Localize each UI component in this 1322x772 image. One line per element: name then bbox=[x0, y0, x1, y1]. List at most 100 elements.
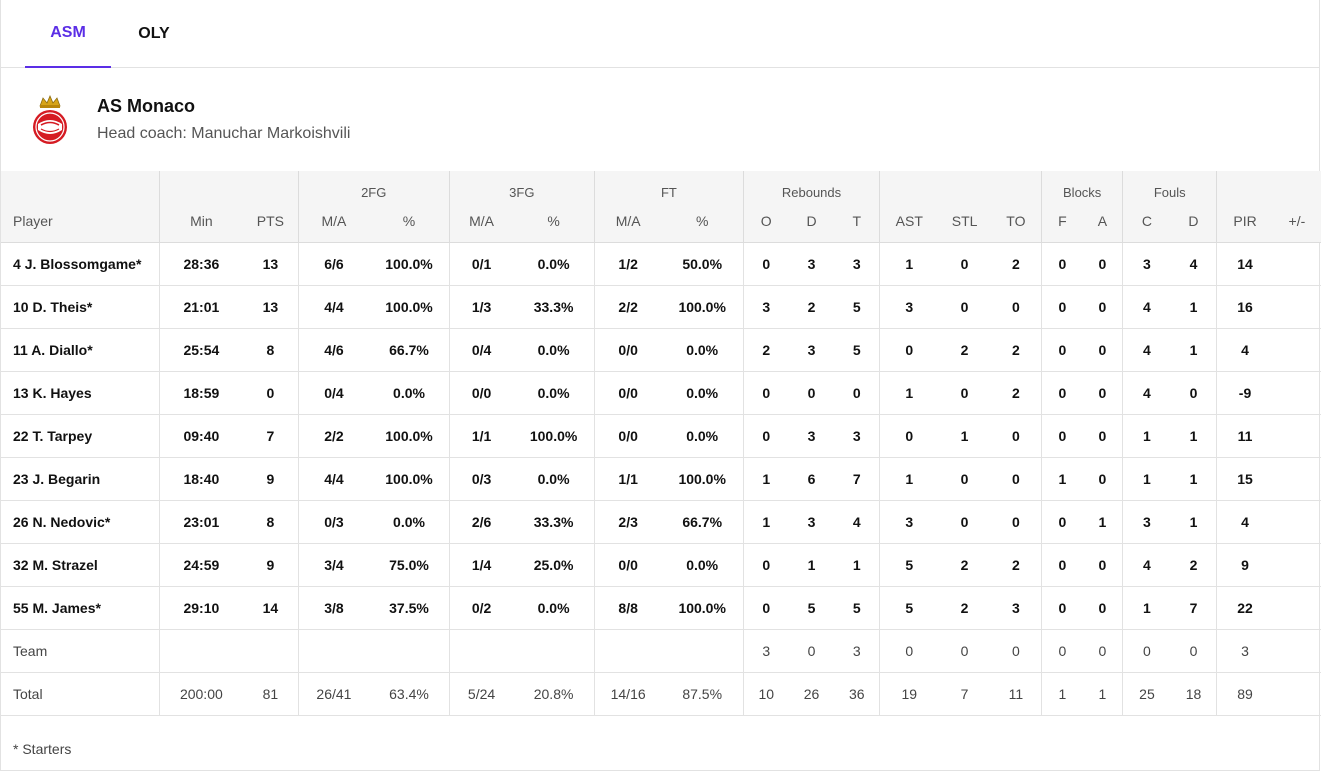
cell-2fg-ma: 6/6 bbox=[297, 242, 370, 285]
cell-reb-o: 0 bbox=[742, 414, 789, 457]
cell-ft-pct: 0.0% bbox=[686, 384, 719, 401]
cell-min: 25:54 bbox=[158, 328, 244, 371]
player-row[interactable]: 10 D. Theis* 21:01 13 4/4 100.0% 1/3 33.3% 2/2 1… bbox=[1, 285, 1321, 328]
col-3fg-pct[interactable]: % bbox=[547, 212, 560, 229]
cell-stl: 2 bbox=[960, 341, 969, 358]
team-tabs: ASM OLY bbox=[1, 0, 1319, 68]
cell-2fg-pct: 66.7% bbox=[389, 341, 429, 358]
cell-reb-o: 0 bbox=[742, 586, 789, 629]
player-row[interactable]: 22 T. Tarpey 09:40 7 2/2 100.0% 1/1 100.0% 0/0 0… bbox=[1, 414, 1321, 457]
cell-reb-d: 5 bbox=[807, 599, 816, 616]
col-min[interactable]: Min bbox=[158, 200, 244, 242]
cell-plus-minus bbox=[1273, 543, 1321, 586]
player-row[interactable]: 4 J. Blossomgame* 28:36 13 6/6 100.0% 0/1 0.0%… bbox=[1, 242, 1321, 285]
player-row[interactable]: 11 A. Diallo* 25:54 8 4/6 66.7% 0/4 0.0% 0/0 0.0… bbox=[1, 328, 1321, 371]
cell-reb-t: 3 bbox=[852, 642, 861, 659]
player-name[interactable]: M. James* bbox=[32, 599, 101, 616]
cell-pts: 14 bbox=[262, 599, 279, 616]
cell-foul-d: 1 bbox=[1189, 513, 1198, 530]
player-row[interactable]: 23 J. Begarin 18:40 9 4/4 100.0% 0/3 0.0% 1/1 10… bbox=[1, 457, 1321, 500]
cell-pts: 13 bbox=[262, 298, 279, 315]
col-ft-pct[interactable]: % bbox=[695, 212, 709, 229]
col-2fg-ma[interactable]: M/A bbox=[297, 200, 370, 242]
group-empty bbox=[1, 171, 159, 200]
cell-blk-f: 1 bbox=[1041, 457, 1083, 500]
cell-ft-ma: 2/2 bbox=[593, 285, 662, 328]
cell-ft-pct: 66.7% bbox=[682, 513, 723, 530]
cell-3fg-pct: 20.8% bbox=[533, 685, 574, 702]
cell-blk-f: 0 bbox=[1041, 543, 1083, 586]
cell-plus-minus bbox=[1273, 414, 1321, 457]
col-ft-ma[interactable]: M/A bbox=[593, 200, 662, 242]
cell-ft-pct: 0.0% bbox=[686, 341, 719, 358]
cell-stl: 0 bbox=[960, 384, 969, 401]
cell-ast: 3 bbox=[879, 285, 939, 328]
col-2fg-pct[interactable]: % bbox=[402, 212, 416, 229]
col-player[interactable]: Player bbox=[13, 212, 53, 229]
cell-blk-a: 0 bbox=[1098, 298, 1107, 315]
cell-foul-c: 1 bbox=[1122, 586, 1171, 629]
player-row[interactable]: 32 M. Strazel 24:59 9 3/4 75.0% 1/4 25.0% 0/0 0.… bbox=[1, 543, 1321, 586]
col-pts[interactable]: PTS bbox=[256, 212, 285, 229]
cell-3fg-ma: 1/3 bbox=[448, 285, 514, 328]
cell-reb-t: 7 bbox=[852, 470, 861, 487]
cell-plus-minus bbox=[1273, 586, 1321, 629]
player-name[interactable]: A. Diallo* bbox=[31, 341, 93, 358]
player-name[interactable]: T. Tarpey bbox=[32, 427, 93, 444]
cell-reb-d: 26 bbox=[803, 685, 820, 702]
col-stl[interactable]: STL bbox=[951, 212, 978, 229]
cell-blk-a: 0 bbox=[1098, 599, 1107, 616]
col-pir[interactable]: PIR bbox=[1216, 200, 1273, 242]
player-row[interactable]: 55 M. James* 29:10 14 3/8 37.5% 0/2 0.0% 8/8 100… bbox=[1, 586, 1321, 629]
col-ast[interactable]: AST bbox=[879, 200, 939, 242]
total-row-label: Total bbox=[13, 685, 43, 702]
cell-pts: 8 bbox=[266, 513, 275, 530]
tab-asm[interactable]: ASM bbox=[25, 0, 111, 68]
player-row[interactable]: 26 N. Nedovic* 23:01 8 0/3 0.0% 2/6 33.3% 2/3 66… bbox=[1, 500, 1321, 543]
player-name[interactable]: K. Hayes bbox=[32, 384, 92, 401]
col-blk-a[interactable]: A bbox=[1097, 212, 1108, 229]
cell-reb-o: 10 bbox=[742, 672, 789, 715]
cell-min: 28:36 bbox=[158, 242, 244, 285]
cell-min: 29:10 bbox=[158, 586, 244, 629]
player-number: 13 bbox=[13, 384, 29, 401]
cell-stl: 2 bbox=[960, 599, 969, 616]
player-row[interactable]: 13 K. Hayes 18:59 0 0/4 0.0% 0/0 0.0% 0/0 0.0% 0 0… bbox=[1, 371, 1321, 414]
col-plus-minus[interactable]: +/- bbox=[1288, 212, 1306, 229]
cell-foul-c: 4 bbox=[1122, 285, 1171, 328]
cell-foul-c: 4 bbox=[1122, 543, 1171, 586]
cell-2fg-ma: 4/4 bbox=[297, 457, 370, 500]
cell-to: 2 bbox=[1011, 255, 1020, 272]
col-foul-c[interactable]: C bbox=[1122, 200, 1171, 242]
col-reb-t[interactable]: T bbox=[852, 212, 862, 229]
cell-reb-d: 6 bbox=[807, 470, 816, 487]
cell-3fg-ma bbox=[448, 629, 514, 672]
cell-plus-minus bbox=[1273, 242, 1321, 285]
col-reb-d[interactable]: D bbox=[806, 212, 817, 229]
col-blk-f[interactable]: F bbox=[1041, 200, 1083, 242]
col-to[interactable]: TO bbox=[1006, 212, 1026, 229]
player-name[interactable]: M. Strazel bbox=[32, 556, 98, 573]
col-3fg-ma[interactable]: M/A bbox=[448, 200, 514, 242]
cell-min bbox=[158, 629, 244, 672]
cell-ft-pct: 100.0% bbox=[678, 298, 726, 315]
cell-3fg-ma: 0/4 bbox=[448, 328, 514, 371]
player-name[interactable]: N. Nedovic* bbox=[32, 513, 111, 530]
player-name[interactable]: J. Begarin bbox=[32, 470, 101, 487]
cell-min: 09:40 bbox=[158, 414, 244, 457]
col-reb-o[interactable]: O bbox=[742, 200, 789, 242]
cell-ft-ma: 8/8 bbox=[593, 586, 662, 629]
group-empty bbox=[1216, 171, 1321, 200]
player-name[interactable]: D. Theis* bbox=[32, 298, 93, 315]
tab-oly[interactable]: OLY bbox=[138, 25, 170, 42]
cell-ft-ma: 1/1 bbox=[593, 457, 662, 500]
cell-plus-minus bbox=[1273, 500, 1321, 543]
cell-3fg-ma: 0/0 bbox=[448, 371, 514, 414]
cell-3fg-pct: 33.3% bbox=[533, 298, 574, 315]
cell-pts: 81 bbox=[262, 685, 279, 702]
cell-blk-a: 0 bbox=[1098, 642, 1107, 659]
col-foul-d[interactable]: D bbox=[1188, 212, 1199, 229]
cell-pir: 11 bbox=[1216, 414, 1273, 457]
player-name[interactable]: J. Blossomgame* bbox=[24, 255, 142, 272]
